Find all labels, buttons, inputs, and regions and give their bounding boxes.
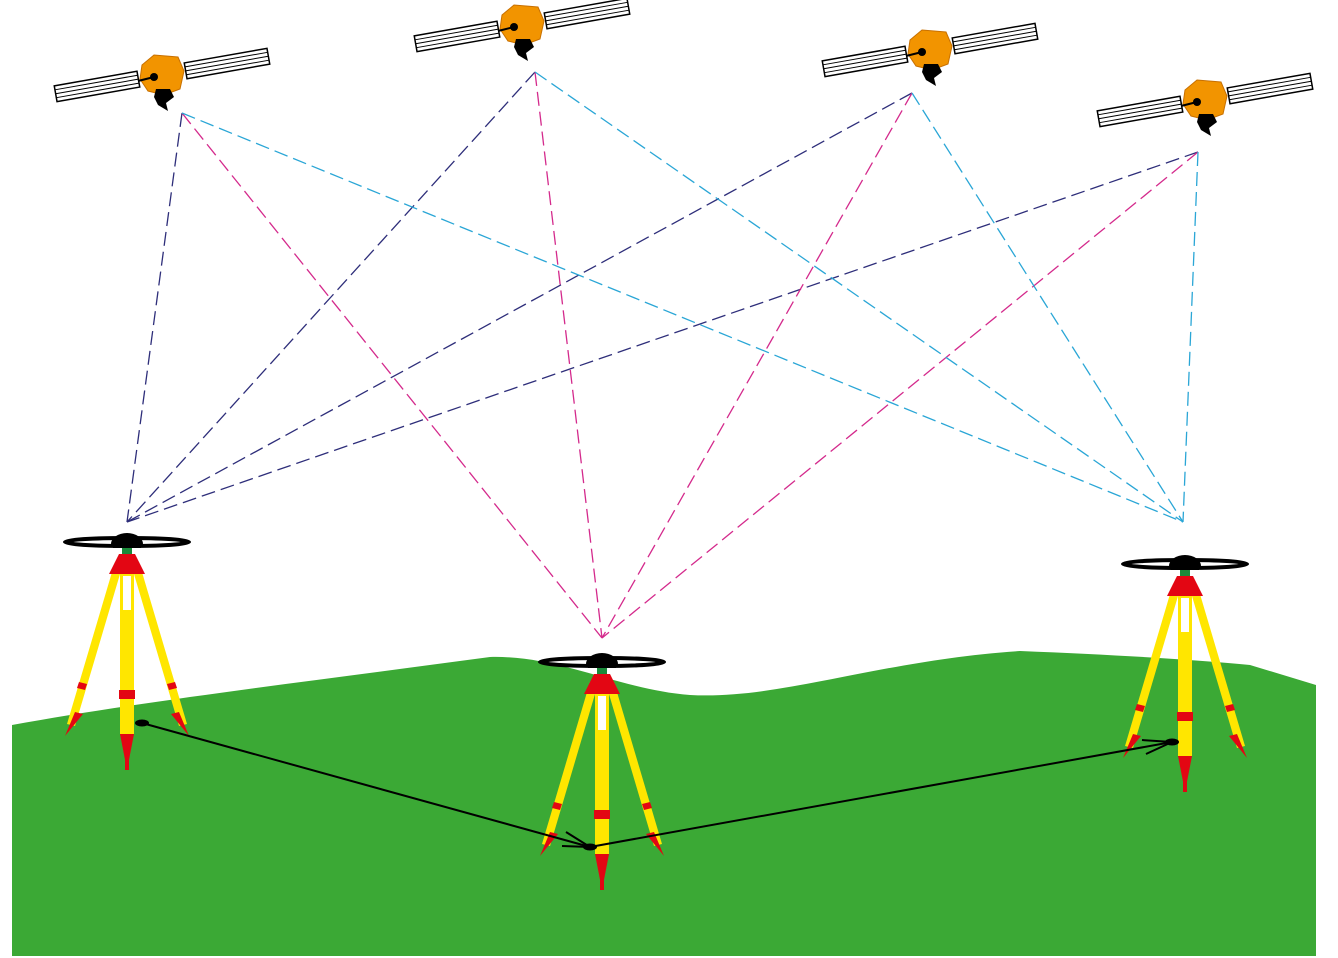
ground bbox=[12, 651, 1316, 956]
ground-mark bbox=[583, 843, 597, 851]
satellite bbox=[413, 0, 631, 62]
ground-mark bbox=[1165, 738, 1179, 746]
signal-lines bbox=[126, 71, 1199, 639]
satellite bbox=[1096, 72, 1314, 137]
satellite bbox=[821, 22, 1039, 87]
ground-mark bbox=[135, 719, 149, 727]
satellite bbox=[53, 47, 271, 112]
